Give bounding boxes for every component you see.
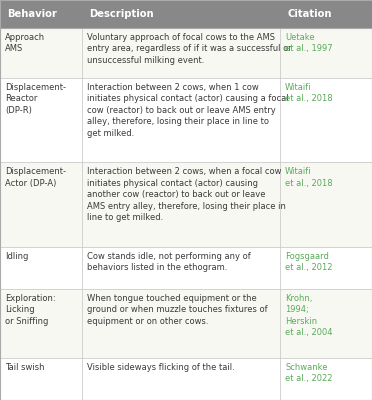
Text: Citation: Citation xyxy=(287,9,331,19)
Bar xyxy=(0,78,372,162)
Bar xyxy=(0,246,372,289)
Text: Idling: Idling xyxy=(5,252,28,260)
Text: Tail swish: Tail swish xyxy=(5,363,45,372)
Text: Displacement-
Actor (DP-A): Displacement- Actor (DP-A) xyxy=(5,167,66,188)
Bar xyxy=(0,289,372,358)
Text: Uetake
et al., 1997: Uetake et al., 1997 xyxy=(285,33,333,54)
Text: Exploration:
Licking
or Sniffing: Exploration: Licking or Sniffing xyxy=(5,294,56,326)
Text: Interaction between 2 cows, when 1 cow
initiates physical contact (actor) causin: Interaction between 2 cows, when 1 cow i… xyxy=(87,83,289,138)
Text: Witaifi
et al., 2018: Witaifi et al., 2018 xyxy=(285,83,333,103)
Text: Schwanke
et al., 2022: Schwanke et al., 2022 xyxy=(285,363,333,383)
Text: Cow stands idle, not performing any of
behaviors listed in the ethogram.: Cow stands idle, not performing any of b… xyxy=(87,252,251,272)
Text: Description: Description xyxy=(89,9,154,19)
Text: Visible sideways flicking of the tail.: Visible sideways flicking of the tail. xyxy=(87,363,235,372)
Text: Fogsgaard
et al., 2012: Fogsgaard et al., 2012 xyxy=(285,252,333,272)
Bar xyxy=(0,28,372,78)
Bar xyxy=(0,0,372,28)
Text: Witaifi
et al., 2018: Witaifi et al., 2018 xyxy=(285,167,333,188)
Text: Behavior: Behavior xyxy=(7,9,57,19)
Text: Voluntary approach of focal cows to the AMS
entry area, regardless of if it was : Voluntary approach of focal cows to the … xyxy=(87,33,292,65)
Bar xyxy=(0,162,372,246)
Text: Approach
AMS: Approach AMS xyxy=(5,33,45,54)
Text: Krohn,
1994;
Herskin
et al., 2004: Krohn, 1994; Herskin et al., 2004 xyxy=(285,294,333,337)
Text: Displacement-
Reactor
(DP-R): Displacement- Reactor (DP-R) xyxy=(5,83,66,115)
Bar xyxy=(0,358,372,400)
Text: When tongue touched equipment or the
ground or when muzzle touches fixtures of
e: When tongue touched equipment or the gro… xyxy=(87,294,267,326)
Text: Interaction between 2 cows, when a focal cow
initiates physical contact (actor) : Interaction between 2 cows, when a focal… xyxy=(87,167,286,222)
